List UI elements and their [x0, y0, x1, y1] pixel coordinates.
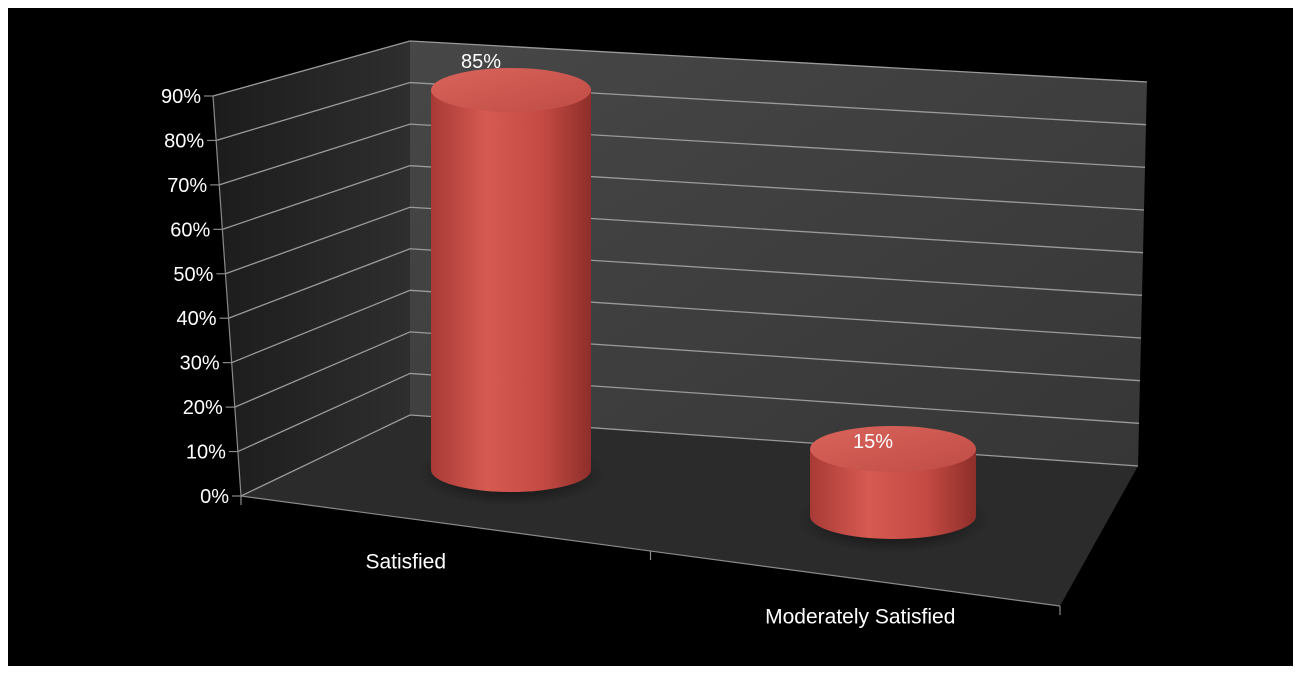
y-tick-label: 90%: [161, 86, 201, 108]
bar-body: [810, 448, 976, 539]
gridlines: [212, 40, 1148, 497]
y-axis: 0% 10% 20% 30% 40% 50% 60% 70% 80% 90%: [161, 86, 242, 508]
chart-svg: 0% 10% 20% 30% 40% 50% 60% 70% 80% 90% Satisfied M…: [161, 40, 1148, 629]
y-tick-label: 20%: [183, 397, 223, 419]
gridline: [234, 331, 1141, 408]
y-tick-label: 70%: [167, 175, 207, 197]
y-tick-label: 40%: [177, 308, 217, 330]
y-tick-label: 50%: [173, 264, 213, 286]
y-axis-line: [212, 95, 242, 497]
y-tick-label: 0%: [200, 486, 229, 508]
data-labels: 85% 15%: [461, 51, 893, 453]
x-axis: Satisfied Moderately Satisfied: [240, 495, 1061, 629]
bar-moderately-satisfied: [810, 425, 976, 539]
bar-body: [431, 90, 591, 492]
y-tick-label: 60%: [170, 219, 210, 241]
gridline: [215, 81, 1147, 142]
data-label: 15%: [853, 431, 893, 453]
gridline: [225, 206, 1144, 275]
y-tick-label: 30%: [180, 353, 220, 375]
gridline: [222, 165, 1145, 230]
gridline: [231, 289, 1142, 364]
back-wall: [410, 41, 1147, 466]
bar-satisfied: [431, 68, 591, 492]
bar-top: [810, 425, 976, 472]
gridline: [219, 123, 1146, 186]
gridline: [212, 40, 1148, 97]
gridline: [228, 248, 1143, 319]
y-tick-label: 10%: [186, 442, 226, 464]
x-category-label: Moderately Satisfied: [765, 606, 955, 629]
gridline: [237, 372, 1140, 453]
x-category-label: Satisfied: [365, 551, 446, 574]
data-label: 85%: [461, 51, 501, 73]
bar-top: [431, 68, 591, 112]
chart-frame: 0% 10% 20% 30% 40% 50% 60% 70% 80% 90% Satisfied M…: [8, 8, 1293, 666]
bars: [417, 68, 990, 553]
side-wall: [213, 41, 410, 496]
y-tick-label: 80%: [164, 130, 204, 152]
